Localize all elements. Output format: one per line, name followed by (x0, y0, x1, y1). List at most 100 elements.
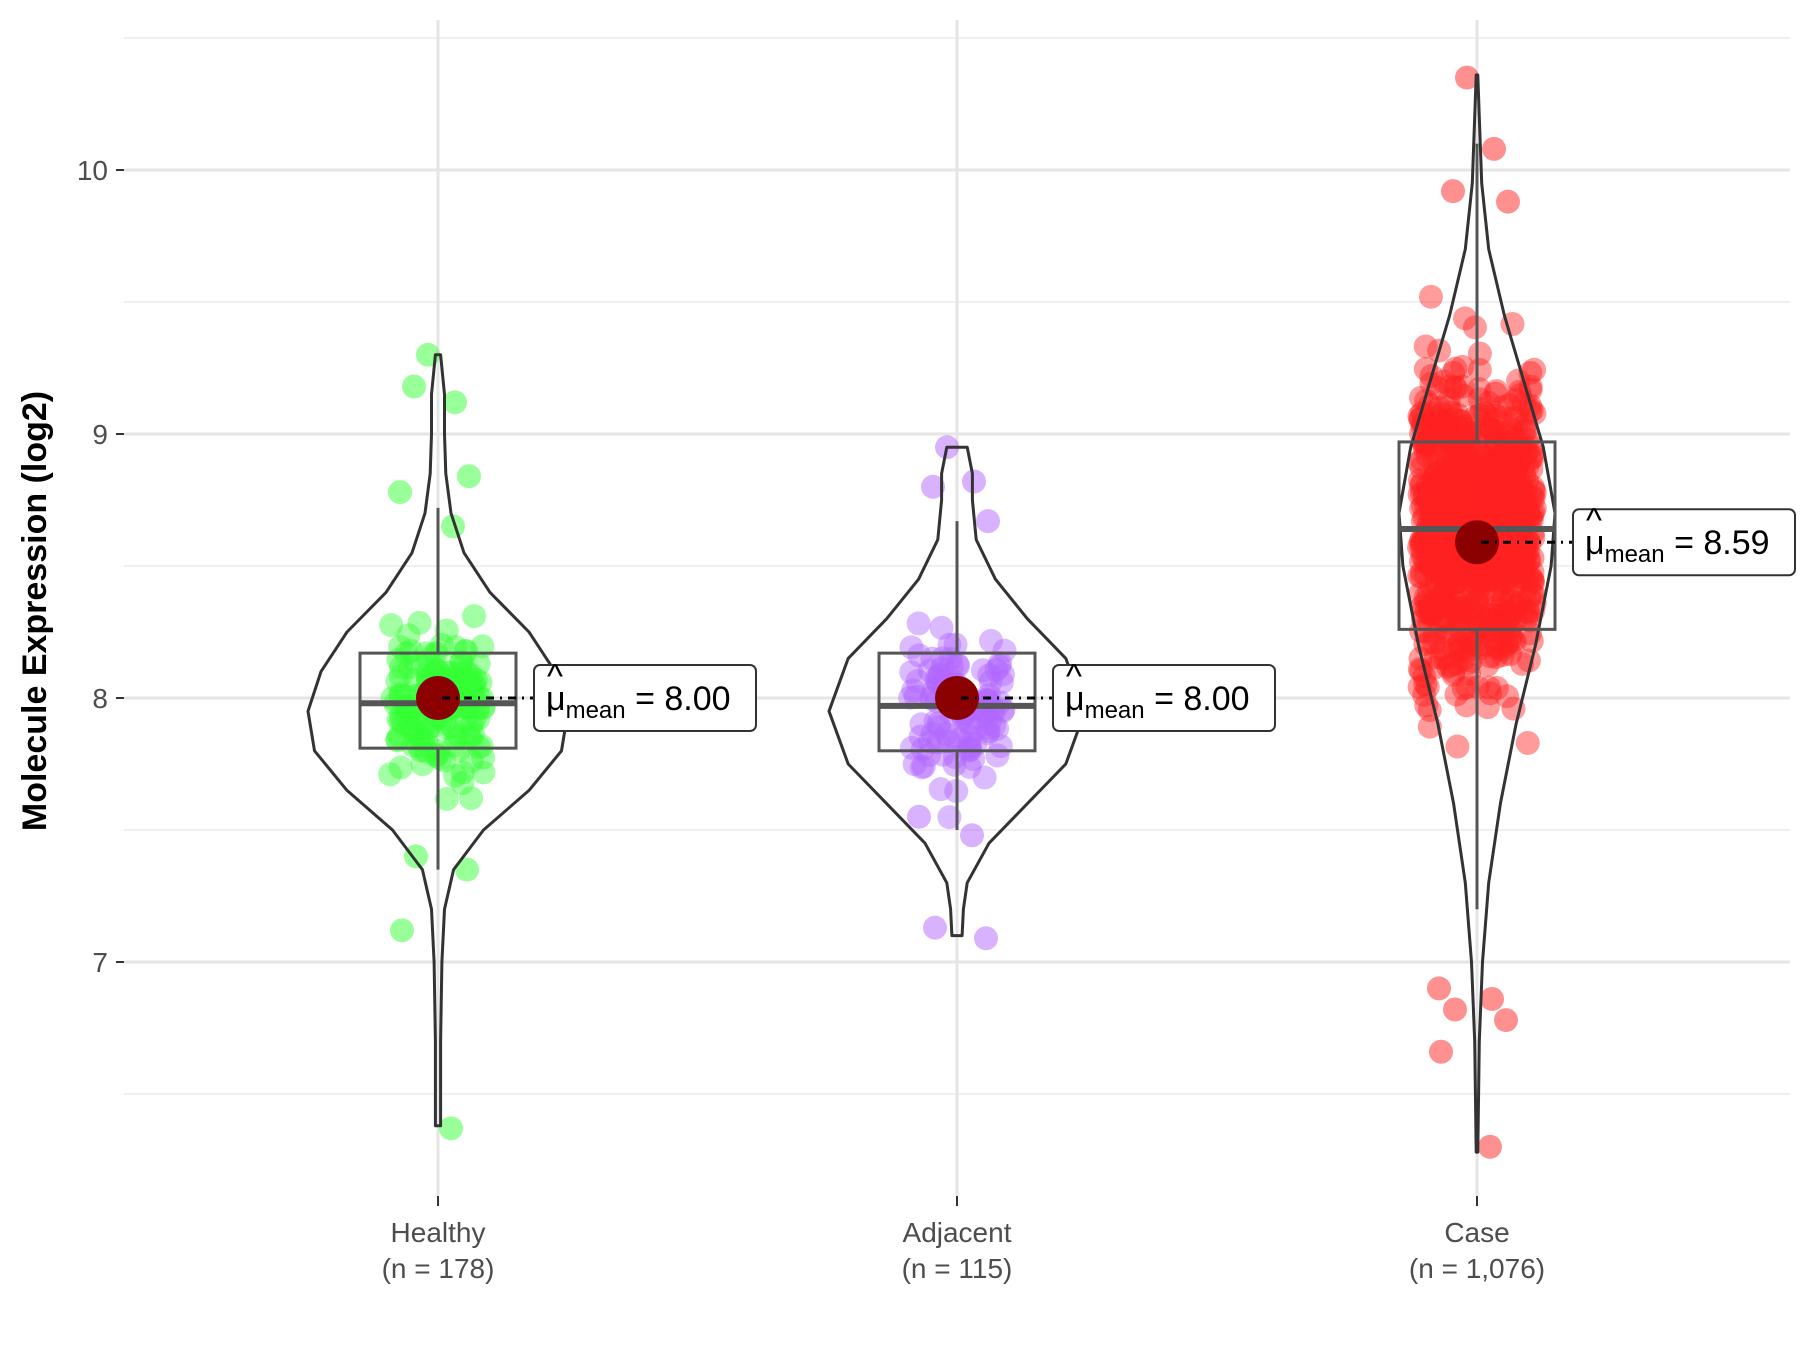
data-point (1446, 596, 1471, 621)
data-point (1408, 530, 1433, 555)
data-point (1516, 527, 1541, 552)
data-point (1455, 584, 1480, 609)
data-point (1499, 444, 1524, 469)
data-point (1467, 403, 1492, 428)
data-point (1414, 598, 1439, 623)
data-point (1418, 600, 1443, 625)
data-point (457, 464, 481, 489)
data-point (939, 654, 964, 679)
data-point (1463, 572, 1488, 597)
data-point (1437, 426, 1462, 451)
data-point (1422, 452, 1447, 477)
data-point (1504, 556, 1529, 581)
data-point (1520, 502, 1545, 527)
data-point (1507, 538, 1532, 563)
data-point (1464, 589, 1489, 614)
data-point (450, 760, 475, 785)
data-point (1483, 493, 1508, 518)
data-point (468, 670, 493, 695)
mean-label: μmean = 8.59 (1585, 524, 1770, 568)
data-point (1495, 506, 1520, 531)
data-point (899, 635, 924, 660)
data-point (1464, 588, 1489, 613)
data-point (414, 739, 439, 764)
data-point (1447, 607, 1472, 632)
data-point (1413, 527, 1438, 552)
data-point (388, 480, 412, 505)
data-point (1407, 582, 1432, 607)
data-point (1434, 449, 1459, 474)
data-point (1520, 485, 1545, 510)
data-point (1467, 612, 1492, 637)
data-point (1469, 486, 1494, 511)
data-point (1456, 472, 1481, 497)
data-point (1484, 459, 1509, 484)
data-point (1494, 684, 1519, 709)
data-point (974, 926, 998, 951)
data-point (406, 722, 431, 747)
data-point (1494, 497, 1519, 522)
data-point (1464, 472, 1489, 497)
data-point (946, 653, 971, 678)
data-point (1515, 540, 1540, 565)
data-point (1451, 437, 1476, 462)
data-point (1457, 651, 1482, 676)
data-point (1493, 543, 1518, 568)
data-point (1449, 445, 1474, 470)
data-point (1449, 595, 1474, 620)
data-point (1519, 507, 1544, 532)
data-point (1483, 403, 1508, 428)
data-point (1413, 484, 1438, 509)
data-point (1434, 455, 1459, 480)
data-point (1507, 554, 1532, 579)
data-point (909, 755, 934, 780)
data-point (1423, 469, 1448, 494)
data-point (1488, 498, 1513, 523)
data-point (1462, 494, 1487, 519)
data-point (1485, 451, 1510, 476)
data-point (454, 660, 479, 685)
data-point (1438, 374, 1463, 399)
data-point (1422, 497, 1447, 522)
data-point (1507, 551, 1532, 576)
data-point (1441, 659, 1466, 684)
data-point (1480, 559, 1505, 584)
data-point (1521, 598, 1546, 623)
data-point (1424, 499, 1449, 524)
data-point (1511, 531, 1536, 556)
data-point (1476, 485, 1501, 510)
data-point (1419, 556, 1444, 581)
data-point (1455, 453, 1480, 478)
data-point (1482, 619, 1507, 644)
data-point (1441, 443, 1466, 468)
data-point (1498, 490, 1523, 515)
data-point (1417, 602, 1442, 627)
data-point (1483, 454, 1508, 479)
data-point (1415, 443, 1440, 468)
data-point (1503, 595, 1528, 620)
data-point (1423, 484, 1448, 509)
data-point (1419, 503, 1444, 528)
data-point (1430, 457, 1455, 482)
data-point (1433, 553, 1458, 578)
data-point (982, 713, 1007, 738)
data-point (1506, 412, 1531, 437)
data-point (1512, 566, 1537, 591)
data-point (1458, 492, 1483, 517)
data-point (402, 374, 426, 399)
data-point (1514, 606, 1539, 631)
data-point (1426, 541, 1451, 566)
data-point (1514, 540, 1539, 565)
data-point (1465, 561, 1490, 586)
data-point (1455, 65, 1479, 90)
data-point (1512, 413, 1537, 438)
data-point (1420, 498, 1445, 523)
data-point (1422, 532, 1447, 557)
data-point (1517, 586, 1542, 611)
data-point (1445, 734, 1470, 759)
data-point (1415, 473, 1440, 498)
data-point (435, 716, 460, 741)
data-point (1432, 547, 1457, 572)
data-point (917, 743, 942, 768)
data-point (1520, 568, 1545, 593)
